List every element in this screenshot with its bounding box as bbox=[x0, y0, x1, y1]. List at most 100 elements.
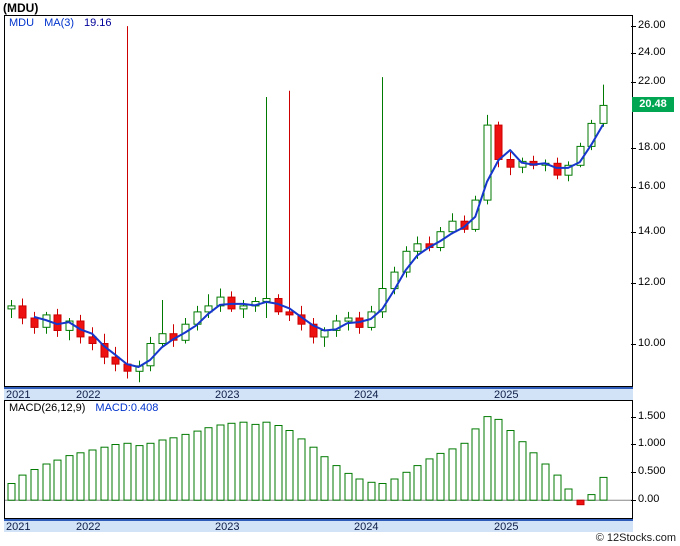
candle-up bbox=[483, 124, 492, 201]
macd-bar-positive bbox=[123, 442, 132, 501]
x-axis-year-2024: 2024 bbox=[354, 389, 379, 401]
macd-bar-positive bbox=[181, 433, 190, 501]
price-axis-label: 10.00 bbox=[638, 337, 666, 349]
price-axis-label: 12.00 bbox=[638, 276, 666, 288]
macd-bar-positive bbox=[100, 446, 109, 501]
candle-up bbox=[146, 343, 155, 367]
macd-axis-label: 1.500 bbox=[638, 410, 666, 422]
axis-tick bbox=[631, 444, 636, 445]
macd-bar-positive bbox=[285, 430, 294, 501]
macd-bar-positive bbox=[425, 458, 434, 501]
axis-tick bbox=[631, 26, 636, 27]
candle-up bbox=[204, 305, 213, 313]
macd-bar-positive bbox=[216, 424, 225, 501]
candle-down bbox=[506, 159, 515, 168]
macd-bar-positive bbox=[193, 430, 202, 501]
macd-bar-positive bbox=[564, 488, 573, 501]
candle-up bbox=[448, 220, 457, 233]
macd-chart-panel: MACD(26,12,9) MACD:0.408 bbox=[4, 400, 633, 519]
legend-ma-value: 19.16 bbox=[84, 17, 112, 29]
candle-down bbox=[553, 162, 562, 176]
macd-bar-positive bbox=[320, 456, 329, 501]
axis-tick bbox=[631, 472, 636, 473]
axis-tick bbox=[631, 187, 636, 188]
macd-bar-positive bbox=[448, 448, 457, 501]
macd-bar-positive bbox=[599, 476, 608, 501]
ma3-line bbox=[33, 124, 604, 368]
macd-bar-positive bbox=[367, 481, 376, 501]
macd-bar-positive bbox=[413, 465, 422, 501]
macd-bar-positive bbox=[332, 465, 341, 501]
page-title: (MDU) bbox=[3, 1, 39, 15]
candle-up bbox=[564, 164, 573, 176]
macd-bar-positive bbox=[65, 455, 74, 501]
price-axis-label: 14.00 bbox=[638, 225, 666, 237]
legend-symbol: MDU bbox=[9, 17, 35, 29]
axis-tick bbox=[631, 417, 636, 418]
macd-legend: MACD(26,12,9) MACD:0.408 bbox=[9, 402, 168, 414]
candle-up bbox=[239, 305, 248, 310]
macd-label: MACD(26,12,9) bbox=[9, 402, 86, 414]
macd-bar-positive bbox=[42, 463, 51, 501]
candle-up bbox=[332, 320, 341, 331]
price-axis-label: 24.00 bbox=[638, 46, 666, 58]
candle-down bbox=[30, 317, 39, 328]
x-axis-year-2022: 2022 bbox=[76, 389, 101, 401]
macd-bar-positive bbox=[18, 474, 27, 501]
macd-bar-positive bbox=[344, 472, 353, 501]
macd-bar-positive bbox=[541, 463, 550, 501]
macd-bar-positive bbox=[251, 423, 260, 501]
candle-down bbox=[309, 323, 318, 338]
macd-bar-positive bbox=[88, 449, 97, 501]
macd-bar-positive bbox=[494, 418, 503, 501]
candle-up bbox=[7, 305, 16, 310]
macd-bar-positive bbox=[471, 428, 480, 501]
macd-bar-positive bbox=[204, 427, 213, 501]
x-axis-year-2023: 2023 bbox=[215, 521, 240, 533]
x-axis-year-2022: 2022 bbox=[76, 521, 101, 533]
x-axis-band-price: 2021 2022 2023 2024 2025 bbox=[4, 387, 633, 401]
candle-up bbox=[587, 122, 596, 147]
x-axis-band-macd: 2021 2022 2023 2024 2025 bbox=[4, 519, 633, 533]
macd-bar-positive bbox=[30, 469, 39, 501]
macd-bar-positive bbox=[460, 442, 469, 501]
macd-bar-positive bbox=[378, 483, 387, 501]
x-axis-year-2021: 2021 bbox=[6, 521, 31, 533]
macd-bar-positive bbox=[158, 439, 167, 501]
macd-bar-positive bbox=[169, 437, 178, 501]
macd-bar-positive bbox=[135, 445, 144, 501]
x-axis-year-2025: 2025 bbox=[494, 521, 519, 533]
x-axis-year-2024: 2024 bbox=[354, 521, 379, 533]
candle-down bbox=[18, 305, 27, 319]
macd-bar-positive bbox=[587, 494, 596, 501]
macd-bar-positive bbox=[227, 422, 236, 501]
macd-bar-positive bbox=[262, 421, 271, 501]
candle-up bbox=[413, 243, 422, 252]
axis-tick bbox=[631, 148, 636, 149]
macd-bar-positive bbox=[402, 471, 411, 501]
candle-down bbox=[88, 336, 97, 344]
macd-bar-positive bbox=[483, 416, 492, 501]
macd-bar-positive bbox=[239, 421, 248, 501]
watermark: © 12Stocks.com bbox=[595, 532, 676, 544]
macd-bar-positive bbox=[436, 452, 445, 501]
macd-bar-positive bbox=[111, 444, 120, 501]
macd-axis-label: 0.500 bbox=[638, 465, 666, 477]
candle-up bbox=[158, 333, 167, 345]
macd-chart-canvas bbox=[5, 416, 632, 506]
macd-bar-positive bbox=[146, 442, 155, 501]
x-axis-year-2021: 2021 bbox=[6, 389, 31, 401]
macd-value: MACD:0.408 bbox=[95, 402, 159, 414]
price-chart-legend: MDU MA(3) 19.16 bbox=[9, 17, 122, 29]
candle-up bbox=[402, 250, 411, 273]
price-axis-label: 18.00 bbox=[638, 141, 666, 153]
axis-tick bbox=[631, 232, 636, 233]
price-chart-panel: MDU MA(3) 19.16 bbox=[4, 15, 633, 387]
macd-bar-positive bbox=[553, 474, 562, 501]
axis-tick bbox=[631, 53, 636, 54]
macd-bar-negative bbox=[576, 499, 585, 506]
macd-axis-label: 0.00 bbox=[638, 493, 660, 505]
macd-bar-positive bbox=[355, 478, 364, 501]
x-axis-year-2025: 2025 bbox=[494, 389, 519, 401]
